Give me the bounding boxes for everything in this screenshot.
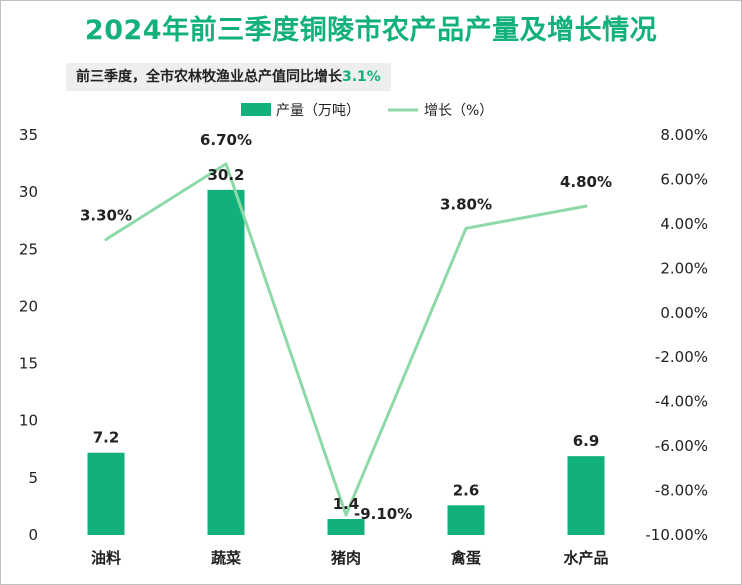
y-left-tick-label: 25: [19, 240, 38, 258]
y-right-tick-label: -2.00%: [655, 348, 708, 366]
bar-data-label: 7.2: [93, 429, 120, 447]
line-data-label: 3.80%: [440, 195, 492, 213]
y-right-tick-label: 2.00%: [660, 259, 708, 277]
bar-data-label: 2.6: [453, 481, 480, 499]
subtitle-highlight: 3.1%: [342, 69, 381, 85]
line-data-label: 4.80%: [560, 173, 612, 191]
y-right-tick-label: 6.00%: [660, 170, 708, 188]
y-right-tick-label: 8.00%: [660, 126, 708, 144]
x-tick-label: 蔬菜: [211, 549, 241, 567]
y-left-tick-label: 10: [19, 412, 38, 430]
y-right-tick-label: -8.00%: [655, 482, 708, 500]
y-left-tick-label: 15: [19, 355, 38, 373]
bar-data-label: 30.2: [207, 166, 244, 184]
y-right-tick-label: -10.00%: [645, 526, 708, 544]
y-right-tick-label: 0.00%: [660, 304, 708, 322]
bar: [207, 189, 245, 535]
legend-swatch-bar: [241, 103, 271, 116]
x-tick-label: 禽蛋: [450, 549, 481, 567]
y-right-tick-label: -4.00%: [655, 393, 708, 411]
y-right-tick-label: -6.00%: [655, 437, 708, 455]
line-data-label: 3.30%: [80, 206, 132, 224]
chart-subtitle: 前三季度，全市农林牧渔业总产值同比增长3.1%: [66, 63, 391, 91]
legend-label-bar: 产量（万吨）: [276, 103, 360, 119]
line-data-label: 6.70%: [200, 131, 252, 149]
y-left-tick-label: 30: [19, 183, 38, 201]
chart-title: 2024年前三季度铜陵市农产品产量及增长情况: [84, 15, 658, 46]
legend-label-line: 增长（%）: [424, 103, 493, 119]
y-left-tick-label: 20: [19, 297, 38, 315]
x-tick-label: 油料: [91, 549, 121, 567]
bar: [447, 505, 485, 535]
growth-line: [104, 162, 588, 517]
bar: [567, 456, 605, 535]
y-left-tick-label: 5: [28, 469, 38, 487]
bar: [87, 452, 125, 535]
bar-data-label: 6.9: [573, 432, 600, 450]
subtitle-text: 前三季度，全市农林牧渔业总产值同比增长: [76, 69, 342, 85]
line-data-label: -9.10%: [354, 505, 412, 523]
y-left-tick-label: 35: [19, 126, 38, 144]
bar-data-label: 1.4: [333, 495, 360, 513]
x-tick-label: 水产品: [563, 549, 608, 567]
x-tick-label: 猪肉: [330, 549, 361, 567]
bar: [327, 519, 365, 535]
y-left-tick-label: 0: [28, 526, 38, 544]
y-right-tick-label: 4.00%: [660, 215, 708, 233]
